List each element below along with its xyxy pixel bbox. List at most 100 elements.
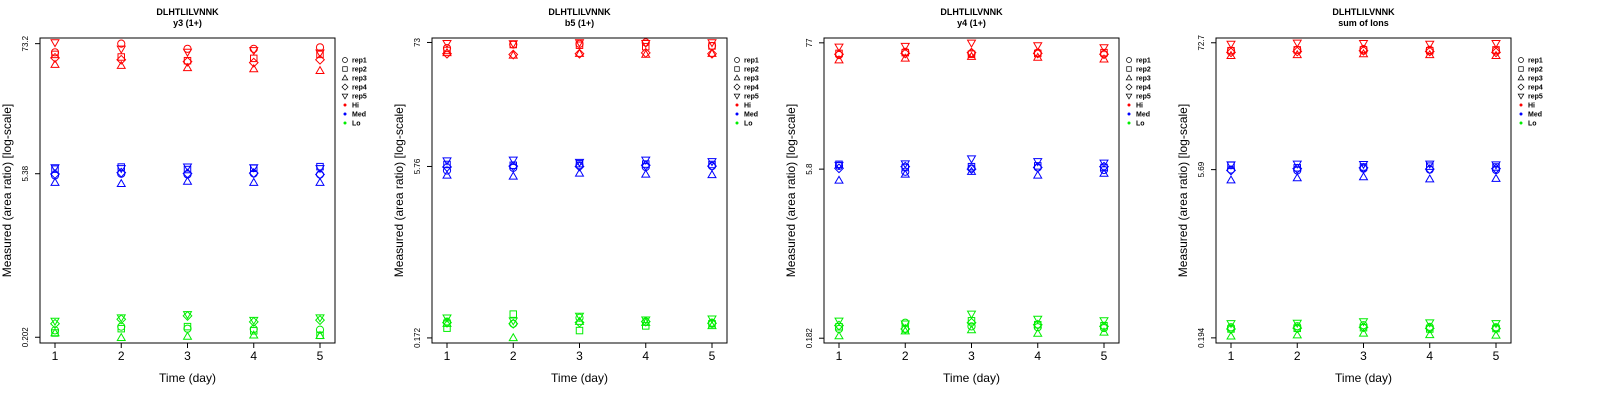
legend-color-dot [735, 121, 739, 125]
legend-color-dot [735, 103, 739, 107]
data-point-hi-rep3 [50, 59, 60, 68]
data-point-hi-rep5 [1099, 44, 1109, 53]
data-point-hi-rep4 [966, 47, 977, 58]
legend-symbol [733, 83, 741, 91]
data-point-med-rep5 [116, 165, 127, 174]
data-point-lo-rep4 [508, 318, 519, 329]
data-point-med-rep4 [116, 167, 127, 178]
y-tick-label: 5.69 [1197, 161, 1206, 177]
legend-marker-triangle-down [733, 93, 741, 100]
legend-color-dot [343, 121, 347, 125]
data-point-hi-rep4 [1358, 45, 1369, 56]
x-tick-label: 2 [902, 349, 909, 363]
data-point-med-rep4 [1032, 162, 1043, 173]
data-point-lo-rep5 [182, 311, 193, 320]
data-point-lo-rep4 [1424, 323, 1435, 334]
data-point-lo-rep1 [575, 313, 584, 322]
data-point-lo-rep4 [574, 317, 585, 328]
data-point-lo-rep4 [314, 315, 326, 326]
data-point-hi-rep5 [966, 39, 977, 48]
legend-symbol [1125, 93, 1133, 100]
data-point-med-rep3 [116, 178, 127, 187]
data-point-lo-rep4 [248, 316, 259, 327]
data-point-lo-rep4 [706, 318, 718, 329]
data-point-hi-rep5 [640, 39, 651, 49]
x-axis-label: Time (day) [159, 371, 216, 385]
x-axis-label: Time (day) [1335, 371, 1392, 385]
legend-label: Med [1528, 112, 1542, 119]
data-point-med-rep3 [834, 175, 844, 184]
legend-marker-square [734, 66, 740, 72]
data-point-med-rep5 [1099, 159, 1109, 168]
legend-marker-diamond [1125, 83, 1133, 91]
legend-label: Hi [352, 103, 359, 110]
data-point-med-rep3 [1292, 172, 1303, 182]
legend-label: rep1 [744, 58, 759, 65]
data-point-med-rep3 [1424, 174, 1435, 183]
legend-label: Lo [352, 121, 361, 128]
data-point-med-rep5 [182, 163, 193, 172]
data-point-med-rep2 [1426, 162, 1434, 170]
data-point-hi-rep5 [50, 39, 60, 48]
legend-marker-circle [1518, 57, 1524, 63]
y-axis-label: Measured (area ratio) [log-scale] [784, 104, 798, 277]
y-axis-label: Measured (area ratio) [log-scale] [1176, 104, 1190, 277]
data-point-hi-rep1 [641, 38, 650, 47]
data-point-med-rep3 [442, 170, 452, 179]
data-point-lo-rep1 [315, 325, 325, 334]
legend-label: rep1 [1528, 58, 1543, 65]
legend-symbol [1517, 74, 1525, 81]
legend-marker-triangle-down [1125, 93, 1133, 100]
data-point-lo-rep3 [1424, 329, 1435, 339]
legend-label: rep5 [352, 94, 367, 101]
data-point-med-rep1 [442, 166, 452, 175]
data-point-lo-rep3 [1292, 329, 1303, 339]
data-point-lo-rep4 [1225, 323, 1237, 334]
legend-label: rep5 [1136, 94, 1151, 101]
data-point-hi-rep4 [1098, 49, 1110, 60]
legend-color-dot [735, 112, 739, 116]
data-point-lo-rep5 [900, 320, 911, 329]
data-point-lo-rep5 [50, 317, 60, 327]
data-point-hi-rep5 [707, 39, 717, 48]
data-point-med-rep5 [315, 165, 325, 174]
data-point-hi-rep3 [1032, 52, 1043, 61]
data-point-hi-rep5 [248, 47, 259, 56]
legend-label: rep3 [1136, 76, 1151, 83]
data-point-hi-rep3 [315, 65, 325, 74]
legend-label: rep1 [1136, 58, 1151, 65]
data-point-lo-rep3 [1099, 327, 1109, 336]
legend-symbol [734, 66, 740, 72]
data-point-lo-rep5 [315, 314, 325, 323]
chart-title: DLHTLILVNNK [156, 7, 219, 17]
data-point-lo-rep4 [966, 317, 977, 328]
data-point-hi-rep4 [1032, 48, 1043, 59]
data-point-lo-rep3 [50, 327, 60, 337]
data-point-lo-rep5 [1032, 315, 1043, 325]
legend-symbol [1518, 57, 1524, 63]
y-tick-label: 0.194 [1197, 327, 1206, 348]
data-point-hi-rep3 [900, 53, 911, 62]
legend-symbol [1126, 66, 1132, 72]
data-point-lo-rep5 [442, 314, 452, 323]
data-point-lo-rep5 [574, 312, 585, 322]
data-point-hi-rep2 [51, 50, 59, 59]
legend-marker-triangle-down [341, 93, 349, 100]
data-point-med-rep4 [1490, 163, 1502, 174]
data-point-med-rep3 [574, 168, 585, 177]
data-point-lo-rep5 [116, 314, 127, 323]
data-point-lo-rep2 [509, 310, 517, 318]
data-point-lo-rep2 [183, 322, 192, 331]
chart-title: DLHTLILVNNK [548, 7, 611, 17]
legend-marker-triangle-up [733, 74, 741, 81]
chart-subtitle: b5 (1+) [565, 18, 594, 28]
data-point-med-rep5 [248, 164, 259, 173]
x-tick-label: 3 [184, 349, 191, 363]
legend-color-dot [1127, 112, 1131, 116]
data-point-lo-rep3 [966, 324, 977, 334]
data-point-hi-rep4 [1225, 47, 1237, 58]
legend-label: rep2 [1136, 67, 1151, 74]
